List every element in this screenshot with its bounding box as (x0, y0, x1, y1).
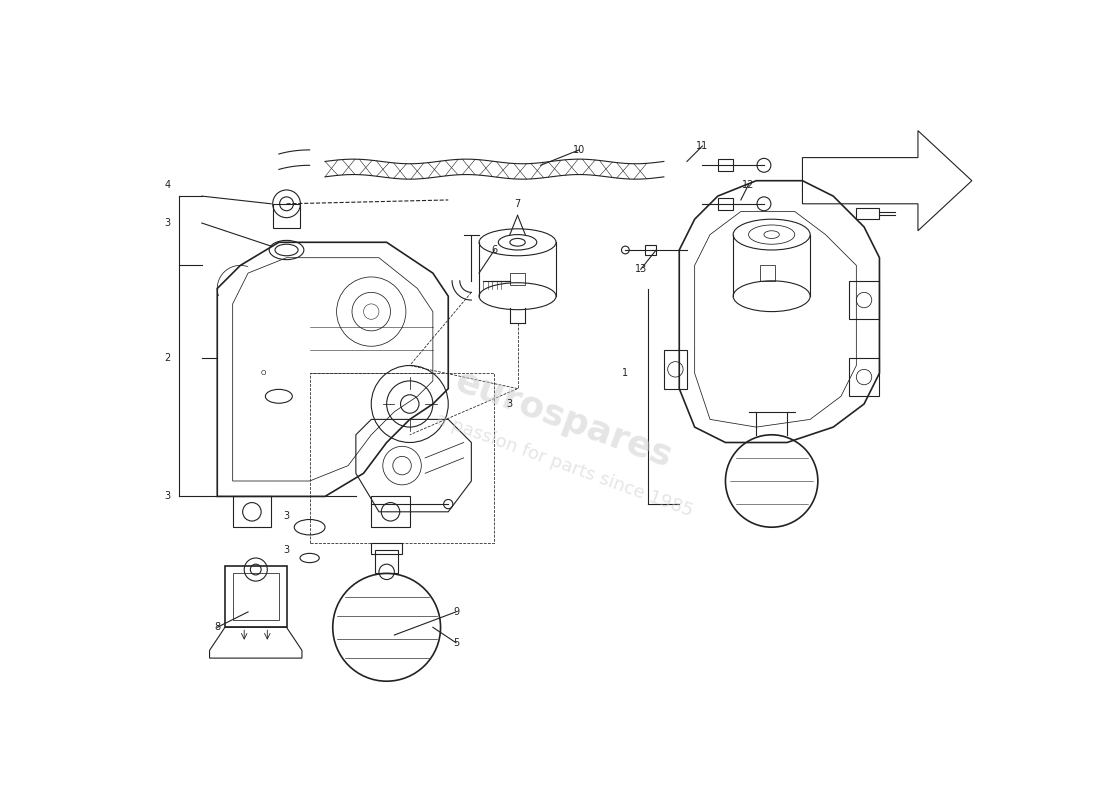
Text: 9: 9 (453, 607, 459, 617)
Bar (273, 204, 300, 229)
Text: 10: 10 (573, 145, 585, 155)
Text: 3: 3 (164, 491, 170, 502)
Text: 5: 5 (453, 638, 459, 648)
Text: 1: 1 (623, 368, 628, 378)
Bar (232, 496, 271, 527)
Text: 4: 4 (164, 179, 170, 190)
Bar (849, 281, 880, 319)
Bar (849, 358, 880, 396)
Bar (372, 496, 409, 527)
Bar (375, 550, 398, 574)
Text: 3: 3 (284, 546, 289, 555)
Bar (224, 566, 286, 627)
Text: a passion for parts since 1985: a passion for parts since 1985 (432, 410, 695, 521)
Text: 12: 12 (742, 179, 755, 190)
Text: 3: 3 (164, 218, 170, 228)
Bar (663, 350, 686, 389)
Text: 6: 6 (492, 245, 497, 255)
Bar (509, 273, 526, 285)
Bar (717, 198, 733, 210)
Text: 7: 7 (515, 199, 520, 209)
Bar (372, 542, 403, 554)
Text: 3: 3 (284, 510, 289, 521)
Text: eurospares: eurospares (451, 364, 676, 474)
Text: 3: 3 (507, 399, 513, 409)
Text: 8: 8 (214, 622, 220, 632)
Text: 11: 11 (696, 141, 708, 151)
Text: 2: 2 (164, 353, 170, 363)
Bar (645, 245, 656, 255)
Bar (856, 208, 880, 219)
Bar (232, 574, 278, 619)
Bar (760, 266, 775, 281)
Bar (717, 159, 733, 171)
Text: O: O (261, 370, 266, 376)
Text: 13: 13 (635, 264, 647, 274)
